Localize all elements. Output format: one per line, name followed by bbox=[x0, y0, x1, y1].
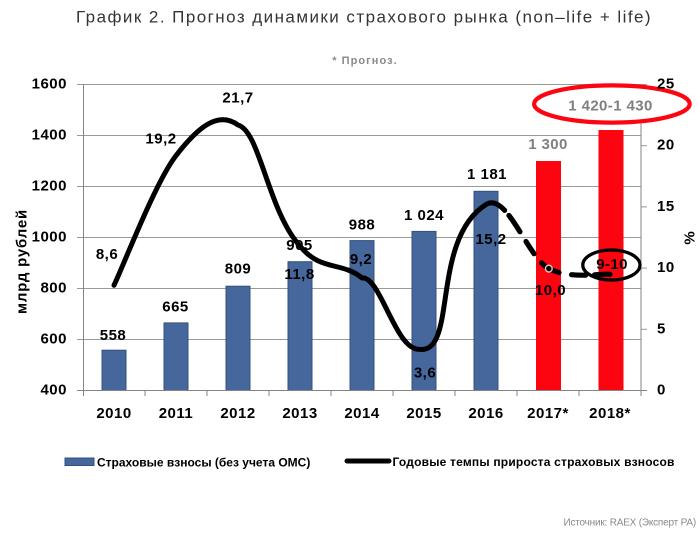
svg-text:1 181: 1 181 bbox=[467, 166, 507, 183]
svg-text:2017*: 2017* bbox=[527, 405, 569, 422]
svg-text:400: 400 bbox=[40, 382, 67, 399]
svg-text:1 420-1 430: 1 420-1 430 bbox=[568, 98, 652, 115]
svg-text:15: 15 bbox=[657, 198, 675, 215]
svg-text:21,7: 21,7 bbox=[222, 90, 253, 107]
svg-text:Годовые темпы прироста страхов: Годовые темпы прироста страховых взносов bbox=[393, 455, 675, 469]
svg-text:2016: 2016 bbox=[468, 405, 503, 422]
svg-text:1600: 1600 bbox=[32, 76, 67, 93]
svg-text:10: 10 bbox=[657, 259, 675, 276]
svg-text:2015: 2015 bbox=[406, 405, 441, 422]
svg-text:1000: 1000 bbox=[32, 229, 67, 246]
svg-text:1 300: 1 300 bbox=[528, 136, 568, 153]
svg-text:11,8: 11,8 bbox=[284, 266, 314, 283]
svg-text:* Прогноз.: * Прогноз. bbox=[332, 55, 398, 67]
svg-text:9-10: 9-10 bbox=[596, 256, 628, 273]
svg-text:2018*: 2018* bbox=[589, 405, 631, 422]
svg-text:25: 25 bbox=[657, 76, 675, 93]
svg-text:2013: 2013 bbox=[282, 405, 317, 422]
svg-text:1200: 1200 bbox=[32, 178, 67, 195]
svg-text:3,6: 3,6 bbox=[414, 365, 436, 382]
svg-text:1400: 1400 bbox=[32, 127, 67, 144]
svg-text:2014: 2014 bbox=[344, 405, 380, 422]
svg-text:5: 5 bbox=[657, 320, 666, 337]
svg-text:Страховые взносы (без учета ОМ: Страховые взносы (без учета ОМС) bbox=[97, 456, 310, 470]
svg-text:2012: 2012 bbox=[220, 405, 255, 422]
svg-text:9,2: 9,2 bbox=[350, 251, 372, 268]
svg-text:10,0: 10,0 bbox=[535, 282, 566, 299]
svg-text:0: 0 bbox=[657, 382, 666, 399]
svg-text:1 024: 1 024 bbox=[404, 207, 444, 224]
svg-text:Источник: RAEX (Эксперт РА): Источник: RAEX (Эксперт РА) bbox=[563, 518, 696, 529]
svg-text:988: 988 bbox=[349, 217, 376, 234]
svg-text:600: 600 bbox=[40, 331, 67, 348]
svg-text:2011: 2011 bbox=[159, 405, 194, 422]
svg-text:%: % bbox=[682, 231, 699, 244]
svg-text:558: 558 bbox=[100, 327, 127, 344]
svg-text:20: 20 bbox=[657, 137, 675, 154]
svg-text:809: 809 bbox=[225, 261, 252, 278]
svg-text:млрд рублей: млрд рублей bbox=[14, 209, 31, 314]
svg-text:График 2. Прогноз динамики стр: График 2. Прогноз динамики страхового ры… bbox=[76, 8, 652, 27]
svg-text:2010: 2010 bbox=[96, 405, 131, 422]
svg-text:8,6: 8,6 bbox=[96, 246, 118, 263]
svg-text:15,2: 15,2 bbox=[475, 231, 506, 248]
svg-text:665: 665 bbox=[162, 299, 189, 316]
svg-text:19,2: 19,2 bbox=[145, 131, 176, 148]
svg-text:800: 800 bbox=[40, 280, 67, 297]
